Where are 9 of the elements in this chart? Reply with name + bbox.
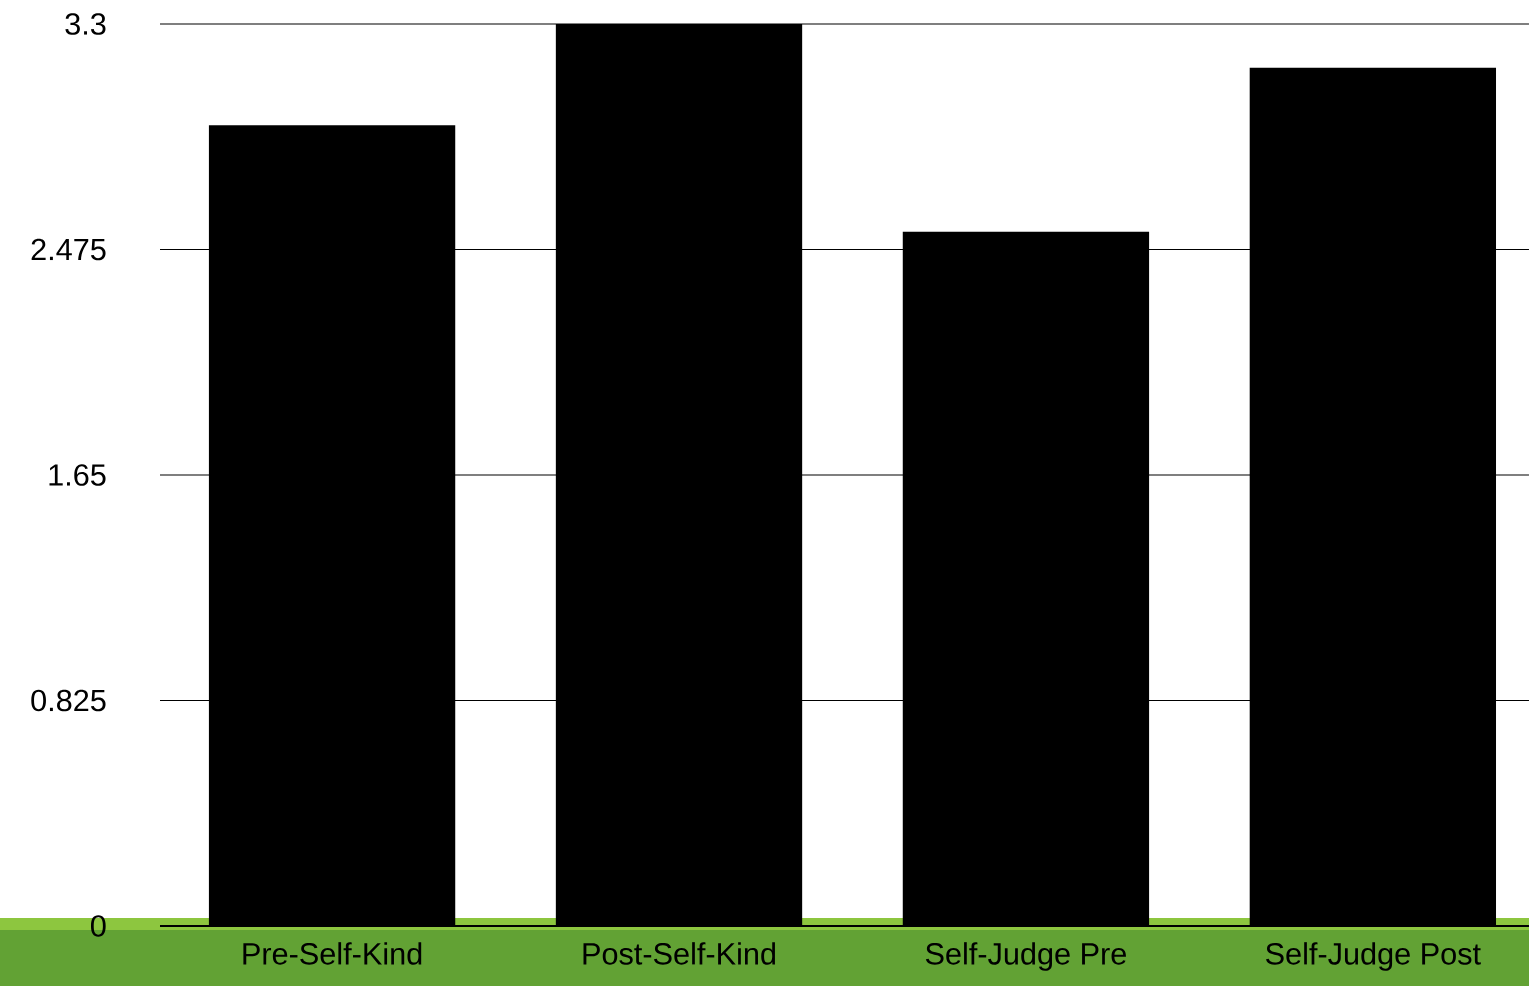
y-tick-label: 0	[90, 915, 106, 937]
x-tick-label: Self-Judge Pre	[925, 942, 1126, 971]
y-tick-label: 2.475	[31, 238, 106, 261]
x-tick-label: Pre-Self-Kind	[243, 942, 422, 965]
y-tick-label: 3.3	[65, 13, 106, 35]
x-tick-label: Self-Judge Post	[1266, 942, 1481, 971]
y-tick-label: 1.65	[49, 464, 106, 486]
y-tick-label: 0.825	[31, 689, 106, 712]
x-tick-label: Post-Self-Kind	[583, 942, 776, 965]
